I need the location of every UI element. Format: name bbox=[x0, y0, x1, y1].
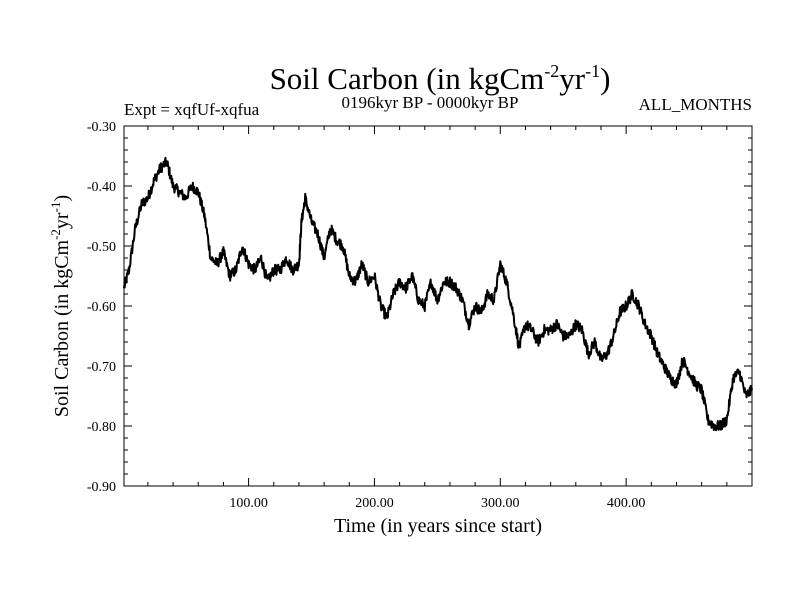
ylabel-sup1: -2 bbox=[48, 229, 63, 240]
subtitle-center: 0196kyr BP - 0000kyr BP bbox=[342, 93, 519, 112]
y-axis-ticks: -0.30 -0.40 -0.50 -0.60 -0.70 -0.80 -0.90 bbox=[87, 120, 752, 495]
plot-frame bbox=[123, 125, 753, 487]
y-tick-label: -0.70 bbox=[87, 360, 116, 375]
x-tick-label: 200.00 bbox=[355, 496, 394, 511]
x-axis-label: Time (in years since start) bbox=[334, 515, 542, 537]
y-tick-label: -0.40 bbox=[87, 180, 116, 195]
subtitle-left: Expt = xqfUf-xqfua bbox=[124, 100, 260, 119]
ylabel-mid: yr bbox=[51, 212, 73, 229]
y-tick-label: -0.30 bbox=[87, 120, 116, 135]
y-tick-label: -0.50 bbox=[87, 240, 116, 255]
y-tick-label: -0.60 bbox=[87, 300, 116, 315]
x-tick-label: 400.00 bbox=[607, 496, 646, 511]
subtitle-right: ALL_MONTHS bbox=[639, 95, 752, 114]
ylabel-sup2: -1 bbox=[48, 202, 63, 213]
x-tick-label: 100.00 bbox=[229, 496, 268, 511]
title-sup2: -1 bbox=[585, 61, 600, 81]
ylabel-end: ) bbox=[51, 195, 73, 202]
y-tick-label: -0.80 bbox=[87, 420, 116, 435]
title-end: ) bbox=[600, 61, 610, 96]
ylabel-main: Soil Carbon (in kgCm bbox=[51, 239, 73, 417]
x-axis-ticks: 100.00 200.00 300.00 400.00 bbox=[147, 126, 728, 511]
y-tick-label: -0.90 bbox=[87, 480, 116, 495]
x-tick-label: 300.00 bbox=[481, 496, 520, 511]
title-mid: yr bbox=[559, 61, 586, 96]
series-line-soil-carbon bbox=[123, 156, 753, 432]
y-axis-label: Soil Carbon (in kgCm-2yr-1) bbox=[48, 195, 73, 417]
title-main: Soil Carbon (in kgCm bbox=[270, 61, 545, 96]
title-sup1: -2 bbox=[544, 61, 559, 81]
chart-title: Soil Carbon (in kgCm-2yr-1) bbox=[270, 61, 611, 96]
